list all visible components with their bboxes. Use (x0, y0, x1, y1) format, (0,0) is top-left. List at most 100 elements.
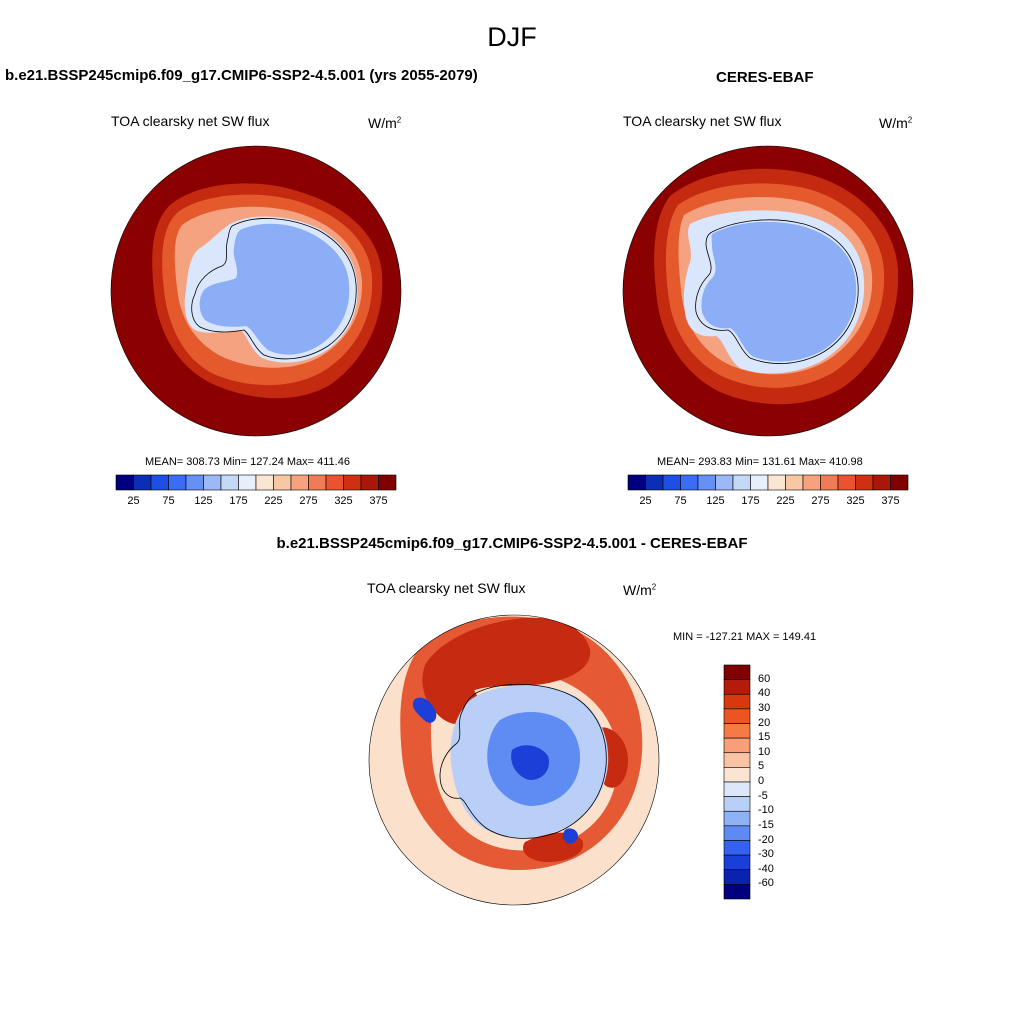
diff-map (369, 615, 659, 905)
obs-colorbar-box (750, 474, 769, 491)
obs-colorbar-box (680, 474, 699, 491)
diff-map-border (368, 614, 660, 906)
diff-colorbar-tick-label: 60 (758, 672, 771, 685)
obs-colorbar-box (837, 474, 856, 491)
diff-colorbar-box (723, 723, 751, 739)
diff-colorbar-tick-label: -60 (758, 877, 774, 890)
model-map-border (110, 145, 402, 437)
diff-colorbar-tick-label: 5 (758, 760, 765, 773)
model-colorbar-box (220, 474, 239, 491)
diff-units-label: W/m2 (623, 582, 657, 598)
model-colorbar-tick-label: 175 (229, 495, 248, 507)
obs-stats: MEAN= 293.83 Min= 131.61 Max= 410.98 (657, 456, 863, 468)
diff-colorbar-box (723, 737, 751, 754)
diff-colorbar-tick-label: -30 (758, 848, 774, 861)
obs-colorbar-tick-label: 325 (846, 495, 865, 507)
model-colorbar-box (378, 474, 397, 491)
diff-colorbar-box (723, 810, 751, 827)
model-colorbar-tick-label: 325 (334, 495, 353, 507)
obs-colorbar-box (662, 474, 681, 491)
model-colorbar-box (325, 474, 344, 491)
obs-colorbar-box (890, 474, 909, 491)
obs-colorbar-box (872, 474, 891, 491)
model-colorbar-box (168, 474, 187, 491)
diff-colorbar-box (723, 840, 751, 856)
model-variable-label: TOA clearsky net SW flux (111, 113, 270, 129)
model-colorbar-box (150, 474, 169, 491)
obs-panel-title: CERES-EBAF (716, 69, 814, 86)
diff-stats: MIN = -127.21 MAX = 149.41 (673, 631, 817, 643)
diff-colorbar-box (723, 854, 751, 871)
diff-blue-strong (511, 745, 550, 780)
diff-colorbar-tick-label: 10 (758, 745, 771, 758)
diff-colorbar-box (723, 693, 751, 710)
model-map (111, 146, 401, 436)
diff-red-band (400, 616, 643, 871)
obs-colorbar-box (715, 474, 734, 491)
model-panel-title: b.e21.BSSP245cmip6.f09_g17.CMIP6-SSP2-4.… (5, 67, 478, 84)
diff-coastline (439, 683, 607, 839)
diff-colorbar-box (723, 884, 751, 900)
obs-colorbar-box (855, 474, 874, 491)
diff-colorbar-box (723, 869, 751, 885)
diff-colorbar-tick-label: -40 (758, 862, 774, 875)
diff-variable-label: TOA clearsky net SW flux (367, 580, 526, 596)
obs-colorbar-tick-label: 275 (811, 495, 830, 507)
obs-colorbar-tick-label: 125 (706, 495, 725, 507)
obs-map (623, 146, 913, 436)
model-colorbar-box (185, 474, 204, 491)
obs-colorbar-box (785, 474, 804, 491)
model-colorbar-tick-label: 25 (127, 495, 140, 507)
diff-colorbar-box (723, 767, 751, 783)
model-colorbar-box (203, 474, 222, 491)
obs-units-label: W/m2 (879, 115, 913, 131)
diff-colorbar-tick-label: -20 (758, 833, 774, 846)
diff-colorbar-box (723, 781, 751, 797)
diff-colorbar-box (723, 796, 751, 812)
model-colorbar-box (133, 474, 152, 491)
diff-colorbar-box (723, 752, 751, 768)
model-ice-sheet (199, 223, 350, 355)
model-colorbar-box (290, 474, 309, 491)
model-colorbar-box (255, 474, 274, 491)
obs-coastline (695, 219, 859, 364)
model-units-label: W/m2 (368, 115, 402, 131)
model-colorbar-box (273, 474, 292, 491)
diff-colorbar (723, 664, 751, 900)
obs-colorbar-tick-label: 375 (881, 495, 900, 507)
figure-title: DJF (487, 22, 537, 52)
obs-colorbar-box (732, 474, 751, 491)
diff-blue-coast-se (562, 828, 578, 844)
model-colorbar-box (343, 474, 362, 491)
obs-colorbar-tick-label: 25 (639, 495, 652, 507)
model-colorbar-tick-label: 125 (194, 495, 213, 507)
diff-colorbar-box (723, 825, 751, 841)
obs-colorbar-box (802, 474, 821, 491)
model-coastline (191, 218, 357, 360)
model-colorbar-box (238, 474, 257, 491)
obs-colorbar-box (820, 474, 839, 491)
diff-panel-title: b.e21.BSSP245cmip6.f09_g17.CMIP6-SSP2-4.… (276, 535, 748, 552)
model-stats: MEAN= 308.73 Min= 127.24 Max= 411.46 (145, 456, 350, 468)
obs-colorbar (627, 474, 909, 491)
diff-colorbar-box (723, 679, 751, 695)
diff-colorbar-box (723, 664, 751, 680)
obs-colorbar-box (697, 474, 716, 491)
obs-ice-sheet (701, 221, 857, 362)
obs-colorbar-box (767, 474, 786, 491)
diff-colorbar-tick-label: 20 (758, 716, 771, 729)
diff-colorbar-tick-label: -5 (758, 789, 768, 802)
model-colorbar-tick-label: 75 (162, 495, 175, 507)
diff-blue-coast-west (412, 697, 437, 723)
diff-colorbar-box (723, 708, 751, 724)
obs-variable-label: TOA clearsky net SW flux (623, 113, 782, 129)
model-colorbar-tick-label: 275 (299, 495, 318, 507)
diff-colorbar-tick-label: 0 (758, 775, 765, 787)
obs-colorbar-tick-label: 175 (741, 495, 760, 507)
model-colorbar (115, 474, 397, 491)
obs-colorbar-tick-label: 225 (776, 495, 795, 507)
obs-colorbar-box (627, 474, 646, 491)
model-colorbar-tick-label: 225 (264, 495, 283, 507)
model-colorbar-box (115, 474, 134, 491)
